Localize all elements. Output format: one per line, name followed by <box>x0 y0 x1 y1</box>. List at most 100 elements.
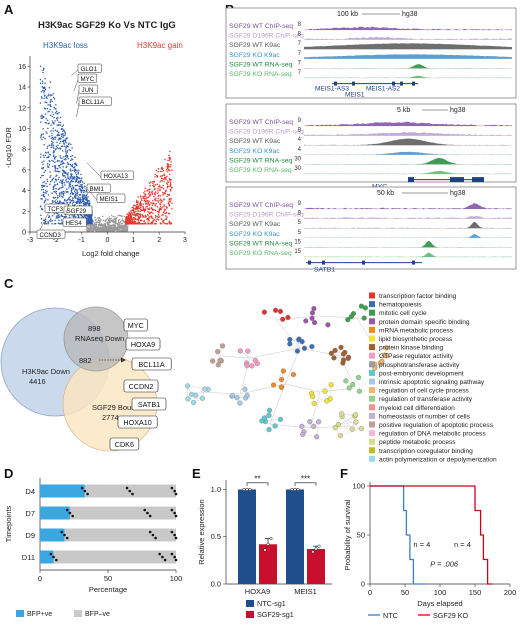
volcano-point <box>161 186 163 189</box>
network-node <box>252 357 259 363</box>
volcano-point <box>116 227 118 229</box>
volcano-plot-panel: H3K9ac SGF29 Ko Vs NTC IgG H3K9ac loss H… <box>4 20 187 258</box>
volcano-point <box>61 130 64 132</box>
network-node <box>346 385 352 391</box>
network-node <box>349 426 355 432</box>
volcano-point <box>123 221 125 223</box>
volcano-point <box>152 180 154 183</box>
volcano-point <box>42 181 44 184</box>
volcano-point <box>155 191 157 193</box>
volcano-point <box>134 220 137 223</box>
volcano-point <box>54 196 57 199</box>
volcano-point <box>166 182 168 184</box>
volcano-point <box>110 225 112 227</box>
volcano-point <box>154 198 156 201</box>
legend-label: homeostasis of number of cells <box>379 413 471 420</box>
volcano-point <box>157 189 159 192</box>
volcano-point <box>150 216 153 218</box>
browser-track-max: 7 <box>298 41 302 47</box>
volcano-point <box>65 159 67 161</box>
volcano-point <box>78 185 81 188</box>
volcano-point <box>43 67 45 69</box>
browser-track-max: 30 <box>294 156 301 162</box>
volcano-point <box>78 180 80 183</box>
network-node <box>266 412 272 418</box>
browser-gene-exon <box>322 260 325 265</box>
volcano-point <box>46 97 48 100</box>
volcano-point <box>56 141 58 144</box>
volcano-point <box>85 191 87 193</box>
browser-gene-label: MEIS1-AS2 <box>366 86 400 93</box>
volcano-point <box>41 161 43 163</box>
legend-label: GTPase regulator activity <box>379 353 454 360</box>
volcano-point <box>48 110 50 112</box>
volcano-point <box>166 195 168 198</box>
volcano-y-tick-label: 0 <box>22 230 26 237</box>
volcano-point <box>154 183 157 186</box>
volcano-point <box>53 150 55 152</box>
browser-track-signal <box>304 203 512 209</box>
volcano-point <box>43 181 46 183</box>
volcano-loss-label: H3K9ac loss <box>43 41 88 50</box>
volcano-point <box>164 222 167 225</box>
volcano-point <box>167 159 169 162</box>
volcano-point <box>65 153 67 155</box>
volcano-point <box>168 154 170 157</box>
volcano-point <box>168 165 170 168</box>
volcano-point <box>61 133 64 136</box>
volcano-point <box>156 176 159 178</box>
volcano-point <box>61 215 64 217</box>
volcano-point <box>100 218 102 221</box>
volcano-gene-label: CCND3 <box>40 232 62 239</box>
volcano-point <box>139 200 142 203</box>
volcano-point <box>47 166 49 169</box>
volcano-point <box>94 222 96 224</box>
volcano-point <box>140 219 142 222</box>
volcano-point <box>159 203 162 205</box>
volcano-point <box>61 145 64 148</box>
volcano-point <box>43 156 45 158</box>
volcano-point <box>78 201 81 203</box>
volcano-point <box>133 211 136 213</box>
volcano-point <box>143 210 146 213</box>
volcano-point <box>103 225 106 227</box>
volcano-point <box>153 180 155 182</box>
browser-track-max: 9 <box>298 201 302 207</box>
volcano-point <box>99 227 101 229</box>
volcano-point <box>50 140 53 143</box>
volcano-point <box>54 200 56 202</box>
d-point <box>163 558 167 562</box>
volcano-point <box>79 181 82 183</box>
d-category-label: D7 <box>25 509 35 518</box>
browser-track-name: SGF29 KO K9ac <box>229 231 280 238</box>
volcano-point <box>54 184 56 187</box>
volcano-gene-leader <box>73 179 88 191</box>
volcano-point <box>97 229 100 232</box>
legend-label: mRNA metabolic process <box>379 327 454 334</box>
volcano-point <box>48 87 51 89</box>
volcano-point <box>81 200 84 203</box>
volcano-point <box>39 176 42 179</box>
volcano-point <box>165 190 167 193</box>
volcano-point <box>144 208 146 211</box>
legend-label: positive regulation of apoptotic process <box>379 422 494 429</box>
volcano-point <box>71 181 73 183</box>
volcano-point <box>61 140 64 142</box>
network-node <box>273 307 279 313</box>
volcano-point <box>89 227 92 229</box>
volcano-point <box>54 222 57 225</box>
volcano-point <box>70 159 72 162</box>
volcano-point <box>135 200 138 203</box>
network-node <box>202 386 208 392</box>
volcano-point <box>49 171 51 173</box>
volcano-point <box>55 117 58 120</box>
volcano-point <box>88 199 90 202</box>
volcano-point <box>134 218 136 220</box>
d-point <box>148 514 152 518</box>
volcano-point <box>89 228 92 231</box>
e-point <box>293 487 297 492</box>
volcano-point <box>126 222 129 224</box>
volcano-point <box>94 216 96 218</box>
network-node <box>215 349 221 355</box>
volcano-point <box>72 166 75 169</box>
